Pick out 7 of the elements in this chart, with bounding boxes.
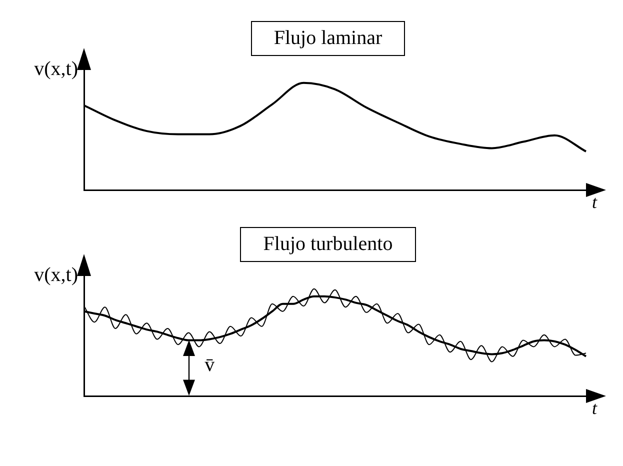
y-axis-title: v(x,t) (33, 58, 78, 81)
y-axis-title: v(x,t) (33, 264, 78, 287)
x-axis-title: t (592, 192, 598, 213)
annotation: v̄ (204, 354, 215, 378)
chart-title: Flujo laminar (250, 21, 406, 56)
chart-title: Flujo turbulento (240, 227, 416, 262)
x-axis-title: t (592, 398, 598, 419)
